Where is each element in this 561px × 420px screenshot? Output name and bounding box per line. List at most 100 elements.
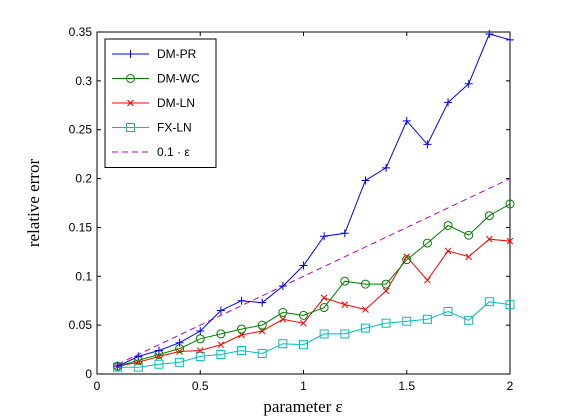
data-point-dm-pr — [402, 116, 411, 125]
data-point-dm-wc — [257, 320, 267, 330]
data-point-dm-ln — [196, 347, 204, 354]
data-point-dm-wc — [422, 238, 432, 248]
x-tick-label: 1 — [300, 379, 307, 393]
data-point-dm-ln — [341, 301, 349, 308]
legend-label-dm-pr: DM-PR — [157, 47, 197, 61]
data-point-dm-pr — [382, 163, 391, 172]
data-point-dm-pr — [278, 282, 287, 291]
data-point-fx-ln — [195, 351, 205, 361]
data-point-fx-ln — [319, 329, 329, 339]
data-point-dm-wc — [464, 230, 474, 240]
data-point-dm-ln — [424, 276, 431, 284]
data-point-dm-pr — [175, 338, 184, 347]
data-point-fx-ln — [299, 340, 308, 350]
legend-marker-dm-ln — [127, 99, 134, 107]
data-point-fx-ln — [278, 339, 288, 349]
series-fx-ln — [113, 297, 515, 372]
data-point-dm-wc — [360, 279, 370, 289]
data-point-fx-ln — [340, 329, 350, 339]
data-point-dm-pr — [113, 362, 122, 371]
data-point-fx-ln — [175, 357, 185, 367]
data-point-dm-ln — [217, 341, 225, 349]
data-point-dm-pr — [154, 346, 163, 355]
data-point-dm-pr — [320, 232, 329, 241]
data-point-dm-pr — [485, 29, 494, 38]
data-point-fx-ln — [402, 316, 412, 326]
data-point-dm-pr — [340, 229, 349, 238]
data-point-dm-ln — [279, 315, 287, 323]
data-point-fx-ln — [443, 306, 453, 316]
data-point-dm-wc — [299, 310, 308, 320]
y-tick-label: 0.2 — [75, 172, 92, 186]
data-point-fx-ln — [484, 297, 494, 307]
data-point-dm-ln — [465, 253, 473, 261]
x-tick-label: 2 — [507, 379, 514, 393]
data-point-dm-ln — [506, 237, 514, 245]
data-point-dm-wc — [505, 199, 515, 209]
series-dm-pr — [113, 29, 514, 371]
legend-label-dm-ln: DM-LN — [157, 96, 195, 110]
data-point-fx-ln — [237, 346, 247, 356]
data-point-dm-pr — [423, 140, 432, 149]
y-tick-label: 0.25 — [69, 123, 93, 137]
x-axis-label: parameter ε — [263, 397, 342, 416]
data-point-dm-pr — [196, 327, 205, 336]
data-point-dm-wc — [278, 307, 288, 317]
data-point-fx-ln — [381, 318, 391, 328]
data-point-fx-ln — [422, 314, 432, 324]
y-tick-label: 0.15 — [69, 220, 93, 234]
x-tick-label: 0.5 — [192, 379, 209, 393]
series-line-0-1 — [117, 178, 511, 365]
data-point-dm-ln — [300, 319, 307, 327]
data-point-dm-pr — [444, 98, 453, 107]
data-point-fx-ln — [133, 362, 143, 372]
data-point-dm-pr — [299, 261, 308, 270]
series-layer — [113, 29, 515, 372]
data-point-dm-wc — [340, 276, 350, 286]
data-point-dm-ln — [382, 287, 390, 295]
data-point-dm-pr — [216, 306, 225, 315]
data-point-fx-ln — [216, 349, 226, 359]
legend-marker-dm-wc — [126, 74, 135, 83]
data-point-dm-wc — [237, 324, 247, 334]
legend-label-0-1: 0.1 · ε — [157, 145, 190, 159]
data-point-dm-pr — [361, 176, 370, 185]
data-point-dm-ln — [362, 306, 369, 313]
axis-ticks: 0 0.5 1 1.5 2 0 0.05 0.1 0.15 0.2 0.25 0.3 0.35 — [69, 25, 514, 393]
x-tick-label: 1.5 — [398, 379, 415, 393]
data-point-dm-wc — [319, 303, 329, 313]
data-point-dm-pr — [134, 352, 143, 361]
series-line-dm-pr — [117, 33, 511, 367]
y-tick-label: 0.3 — [75, 74, 92, 88]
data-point-dm-wc — [216, 329, 226, 339]
series-line-fx-ln — [117, 301, 511, 368]
data-point-fx-ln — [464, 315, 474, 325]
y-tick-label: 0.35 — [69, 25, 93, 39]
y-tick-label: 0 — [85, 367, 92, 381]
y-tick-label: 0.1 — [75, 269, 92, 283]
data-point-dm-ln — [444, 247, 452, 255]
data-point-fx-ln — [154, 359, 164, 369]
data-point-dm-ln — [320, 294, 328, 302]
data-point-dm-wc — [443, 220, 453, 230]
data-point-dm-wc — [381, 279, 391, 289]
data-point-dm-wc — [484, 211, 494, 221]
legend-marker-fx-ln — [126, 123, 135, 132]
data-point-dm-ln — [485, 235, 493, 243]
data-point-dm-pr — [506, 35, 514, 44]
legend-label-fx-ln: FX-LN — [157, 121, 192, 135]
legend-label-dm-wc: DM-WC — [157, 72, 200, 86]
y-axis-label: relative error — [24, 159, 43, 248]
series-0-1 — [117, 178, 511, 365]
data-point-fx-ln — [505, 300, 515, 310]
data-point-dm-pr — [258, 298, 267, 307]
legend: DM-PR DM-WC DM-LN FX-LN 0.1 · ε — [104, 38, 217, 168]
x-tick-label: 0 — [94, 379, 101, 393]
data-point-dm-pr — [464, 79, 473, 88]
legend-marker-dm-pr — [126, 50, 135, 58]
data-point-fx-ln — [360, 323, 370, 333]
data-point-fx-ln — [257, 348, 267, 358]
data-point-dm-wc — [402, 255, 412, 265]
data-point-dm-pr — [237, 296, 246, 305]
